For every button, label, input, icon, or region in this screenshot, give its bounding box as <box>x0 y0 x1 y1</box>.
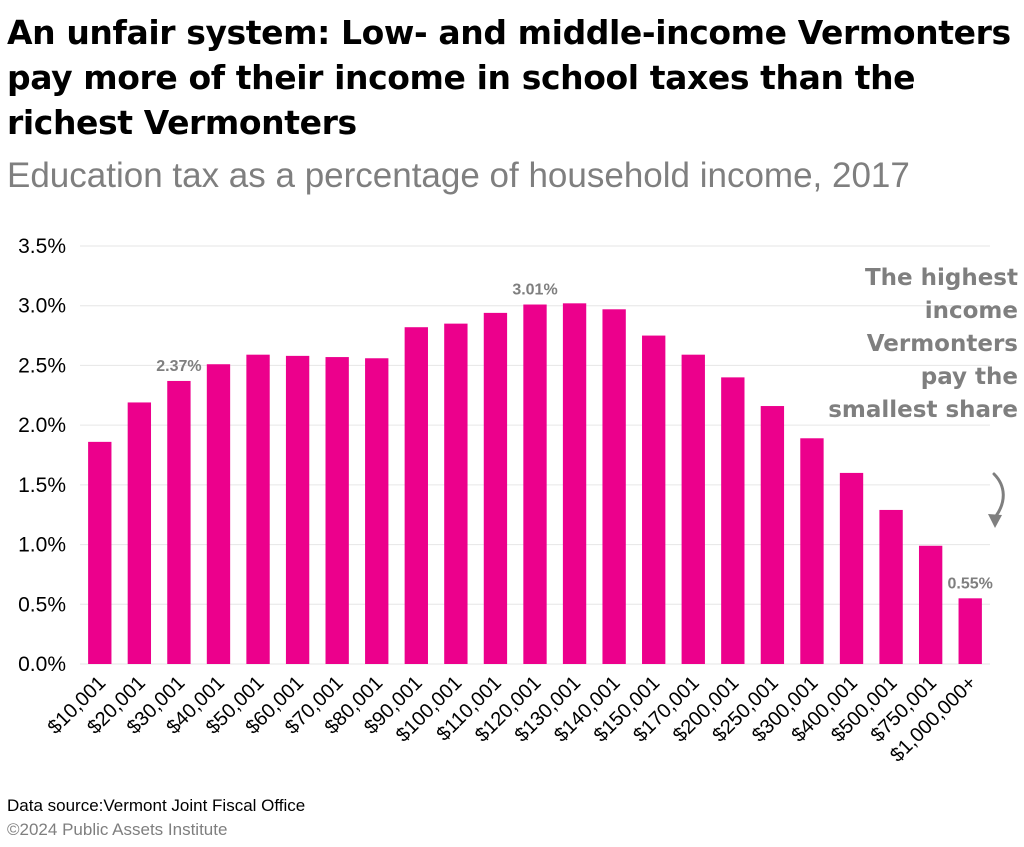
bar <box>325 357 349 664</box>
data-labels: 2.37% 3.01% 0.55% <box>156 282 993 593</box>
bar <box>721 377 745 664</box>
bars <box>88 303 982 664</box>
chart-title: An unfair system: Low- and middle-income… <box>7 13 1011 142</box>
bar <box>444 323 468 664</box>
y-tick-label: 3.0% <box>18 295 66 318</box>
y-tick-label: 0.5% <box>18 593 66 616</box>
bar <box>365 358 389 664</box>
chart-subtitle: Education tax as a percentage of househo… <box>7 156 910 195</box>
bar <box>760 406 785 664</box>
bar <box>562 303 587 664</box>
bar <box>602 309 626 664</box>
bar <box>404 327 428 664</box>
curved-arrow-down-icon <box>988 472 1005 528</box>
data-label: 3.01% <box>512 282 557 299</box>
bar <box>681 354 705 664</box>
y-tick-label: 1.5% <box>18 474 66 497</box>
bar-chart: 0.0% 0.5% 1.0% 1.5% 2.0% 2.5% 3.0% 3.5% 2.37% 3.… <box>18 235 993 767</box>
bar <box>127 402 152 664</box>
bar <box>167 380 191 664</box>
bar <box>958 598 982 664</box>
bar <box>246 354 270 664</box>
bar <box>918 545 943 664</box>
bar <box>523 304 547 664</box>
data-source: Data source:Vermont Joint Fiscal Office <box>7 796 306 815</box>
data-label: 2.37% <box>156 358 201 375</box>
bar <box>879 509 903 664</box>
bar <box>839 472 864 664</box>
data-label: 0.55% <box>948 575 993 592</box>
y-tick-label: 1.0% <box>18 534 66 557</box>
bar <box>206 364 231 664</box>
bar <box>285 355 310 664</box>
annotation-text: The highest income Vermonters pay the sm… <box>828 265 1018 423</box>
x-axis: $10,001$20,001$30,001$40,001$50,001$60,0… <box>44 672 981 767</box>
y-tick-label: 0.0% <box>18 653 66 676</box>
bar <box>483 312 508 664</box>
y-tick-label: 2.0% <box>18 414 66 437</box>
copyright: ©2024 Public Assets Institute <box>7 820 228 839</box>
y-tick-label: 3.5% <box>18 235 66 258</box>
y-axis: 0.0% 0.5% 1.0% 1.5% 2.0% 2.5% 3.0% 3.5% <box>18 235 66 676</box>
bar <box>800 438 824 664</box>
bar <box>88 441 112 664</box>
y-tick-label: 2.5% <box>18 354 66 377</box>
bar <box>642 335 666 664</box>
